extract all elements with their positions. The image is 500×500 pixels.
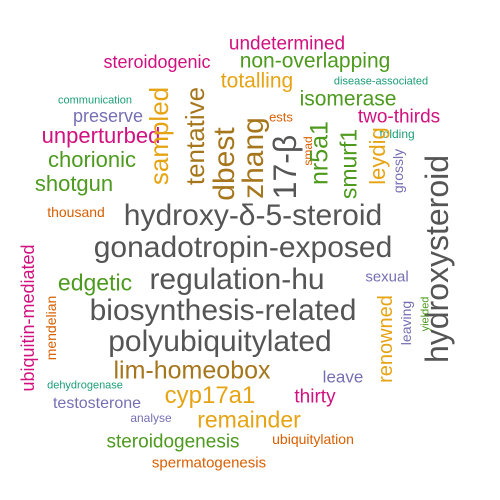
word-polyubiquitylated: polyubiquitylated (108, 325, 332, 358)
word-dehydrogenase: dehydrogenase (47, 379, 123, 392)
word-communication: communication (58, 94, 132, 107)
word-ests: ests (269, 109, 293, 125)
word-testosterone: testosterone (52, 395, 142, 412)
word-folding: folding (379, 127, 415, 141)
word-chorionic: chorionic (47, 147, 137, 172)
word-ubiquitin-mediated: ubiquitin-mediated (18, 244, 38, 392)
word-sampled: sampled (144, 86, 174, 186)
word-steroidogenesis: steroidogenesis (106, 431, 240, 453)
word-lim-homeobox: lim-homeobox (113, 356, 271, 385)
word-nr5a1: nr5a1 (305, 121, 334, 185)
word-grossly: grossly (390, 148, 406, 194)
word-two-thirds: two-thirds (357, 106, 441, 128)
word-17-beta: 17-β (267, 134, 303, 200)
word-shotgun: shotgun (34, 171, 114, 196)
word-mendelian: mendelian (43, 295, 59, 361)
word-biosynthesis-related: biosynthesis-related (89, 294, 357, 327)
word-tentative: tentative (180, 86, 210, 186)
word-totalling: totalling (220, 69, 294, 93)
word-zhang: zhang (237, 117, 270, 199)
word-unperturbed: unperturbed (41, 123, 161, 148)
word-spermatogenesis: spermatogenesis (151, 454, 267, 472)
word-yielded: yielded (419, 296, 432, 332)
word-ubiquitylation: ubiquitylation (272, 431, 354, 447)
word-hydroxysteroid: hydroxysteroid (419, 154, 455, 364)
word-preserve: preserve (72, 106, 144, 126)
word-gonadotropin-exposed: gonadotropin-exposed (93, 231, 393, 264)
word-thirty: thirty (294, 386, 336, 408)
word-regulation-hu: regulation-hu (149, 263, 325, 296)
word-isomerase: isomerase (299, 87, 397, 111)
word-disease-associated: disease-associated (333, 75, 429, 88)
word-leydig: leydig (365, 127, 390, 185)
word-cyp17a1: cyp17a1 (164, 382, 256, 409)
word-analyse: analyse (130, 411, 172, 425)
word-leave: leave (322, 367, 364, 387)
word-hydroxy-delta-5-steroid: hydroxy-δ-5-steroid (123, 199, 383, 232)
word-sexual: sexual (365, 268, 409, 286)
word-leaving: leaving (398, 300, 414, 346)
word-remainder: remainder (197, 406, 301, 433)
word-renowned: renowned (375, 295, 397, 383)
word-smurf1: smurf1 (335, 128, 362, 200)
word-non-overlapping: non-overlapping (239, 49, 391, 73)
word-edgetic: edgetic (57, 269, 133, 296)
word-steroidogenic: steroidogenic (103, 52, 211, 72)
word-thousand: thousand (47, 204, 105, 220)
word-dbest: dbest (208, 127, 241, 201)
word-undetermined: undetermined (228, 33, 346, 55)
